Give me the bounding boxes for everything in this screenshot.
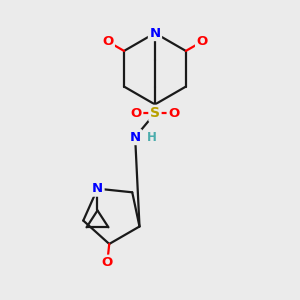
Text: O: O [130,107,142,120]
Text: O: O [102,35,113,48]
Text: O: O [168,107,179,120]
Text: N: N [92,182,103,195]
Text: N: N [149,27,161,40]
Text: S: S [150,106,160,120]
Text: O: O [196,35,208,48]
Text: O: O [102,256,113,269]
Text: N: N [130,130,141,144]
Text: H: H [147,130,157,144]
